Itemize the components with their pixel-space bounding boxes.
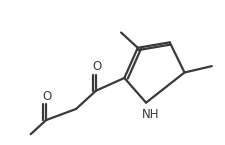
Text: NH: NH bbox=[142, 108, 159, 121]
Text: O: O bbox=[43, 90, 52, 103]
Text: O: O bbox=[92, 60, 102, 74]
